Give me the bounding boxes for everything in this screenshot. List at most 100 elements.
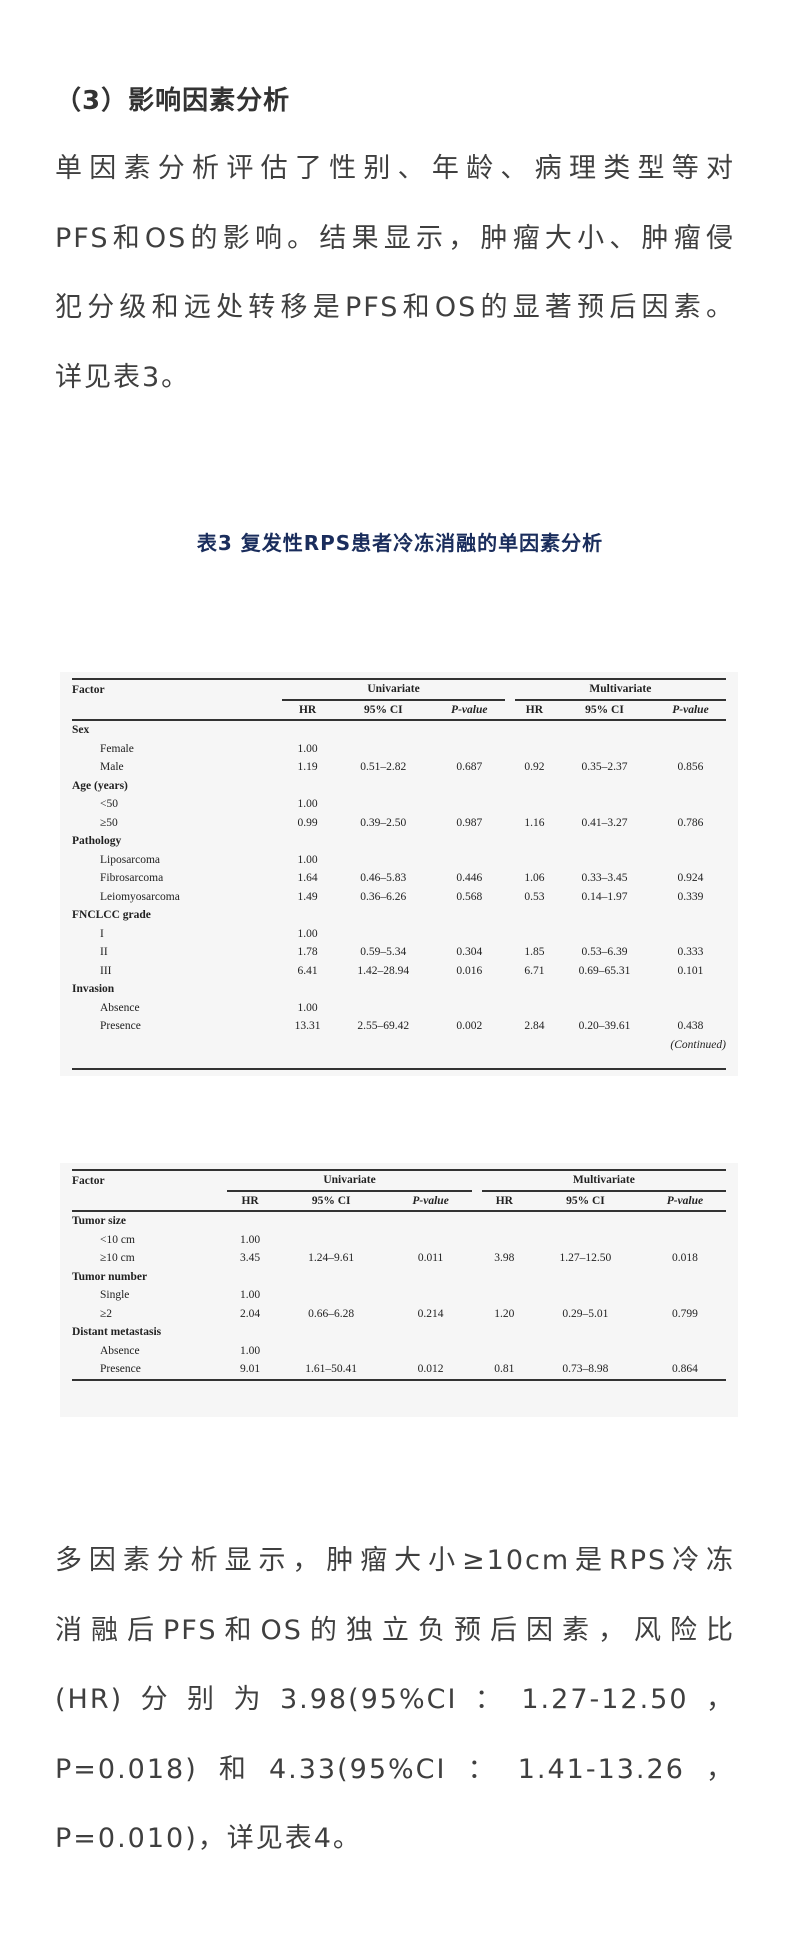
text-line: 多因素分析显示，肿瘤大小≥10cm是RPS冷冻 bbox=[55, 1545, 735, 1576]
u-ci-cell bbox=[333, 795, 434, 814]
u-hr-cell: 6.41 bbox=[297, 964, 318, 977]
m-p-cell: 0.101 bbox=[677, 964, 704, 977]
header-univariate: Univariate bbox=[227, 1170, 472, 1192]
u-hr-cell: 1.00 bbox=[297, 798, 318, 811]
m-ci-cell: 0.35–2.37 bbox=[581, 761, 628, 774]
table-row: Absence 1.00 bbox=[72, 1342, 726, 1361]
u-ci-cell: 0.66–6.28 bbox=[308, 1307, 355, 1320]
u-p-cell: 0.446 bbox=[456, 872, 483, 885]
u-hr-cell: 9.01 bbox=[240, 1363, 261, 1376]
univariate-table-part1: Factor Univariate Multivariate HR 95% CI… bbox=[72, 678, 726, 1070]
m-p-cell: 0.339 bbox=[677, 890, 704, 903]
header-hr: HR bbox=[298, 703, 317, 716]
factor-cell: Presence bbox=[100, 1363, 141, 1376]
m-p-cell bbox=[644, 1342, 726, 1361]
table-row: Fibrosarcoma 1.64 0.46–5.83 0.446 1.06 0… bbox=[72, 869, 726, 888]
table-row: Male 1.19 0.51–2.82 0.687 0.92 0.35–2.37… bbox=[72, 758, 726, 777]
u-p-cell bbox=[390, 1231, 472, 1250]
table-row: Female 1.00 bbox=[72, 740, 726, 759]
u-p-cell bbox=[390, 1342, 472, 1361]
group-label: Tumor number bbox=[72, 1270, 148, 1283]
group-label: Age (years) bbox=[72, 779, 128, 792]
text-line: P=0.018)和4.33(95%CI：1.41-13.26， bbox=[55, 1753, 735, 1785]
u-hr-cell: 1.00 bbox=[297, 742, 318, 755]
table-image-2: Factor Univariate Multivariate HR 95% CI… bbox=[60, 1163, 738, 1417]
u-hr-cell: 1.00 bbox=[297, 1001, 318, 1014]
m-hr-cell: 0.81 bbox=[494, 1363, 515, 1376]
m-ci-cell: 0.53–6.39 bbox=[581, 946, 628, 959]
m-p-cell bbox=[655, 740, 726, 759]
u-hr-cell: 1.19 bbox=[297, 761, 318, 774]
m-p-cell bbox=[655, 999, 726, 1018]
m-ci-cell: 0.20–39.61 bbox=[578, 1020, 631, 1033]
u-ci-cell bbox=[273, 1231, 390, 1250]
u-p-cell bbox=[434, 795, 505, 814]
table-group-row: Distant metastasis bbox=[72, 1323, 726, 1342]
group-label: FNCLCC grade bbox=[72, 909, 151, 922]
table-row: Single 1.00 bbox=[72, 1286, 726, 1305]
m-ci-cell bbox=[527, 1286, 644, 1305]
m-ci-cell: 0.29–5.01 bbox=[562, 1307, 609, 1320]
factor-cell: I bbox=[100, 927, 104, 940]
m-p-cell: 0.856 bbox=[677, 761, 704, 774]
u-hr-cell: 1.00 bbox=[240, 1344, 261, 1357]
factor-cell: ≥2 bbox=[100, 1307, 113, 1320]
group-label: Tumor size bbox=[72, 1215, 126, 1228]
header-hr: HR bbox=[495, 1194, 513, 1207]
u-p-cell bbox=[434, 851, 505, 870]
m-p-cell: 0.786 bbox=[677, 816, 704, 829]
factor-cell: Leiomyosarcoma bbox=[100, 890, 180, 903]
table-row: II 1.78 0.59–5.34 0.304 1.85 0.53–6.39 0… bbox=[72, 943, 726, 962]
header-ci: 95% CI bbox=[566, 1194, 605, 1207]
header-multivariate: Multivariate bbox=[481, 1170, 726, 1192]
continued-note: (Continued) bbox=[670, 1038, 726, 1051]
m-hr-cell: 0.92 bbox=[524, 761, 545, 774]
factor-cell: <50 bbox=[100, 798, 118, 811]
u-p-cell: 0.016 bbox=[456, 964, 483, 977]
table-group-row: FNCLCC grade bbox=[72, 906, 726, 925]
group-label: Sex bbox=[72, 724, 90, 737]
text-line: (HR)分别为3.98(95%CI：1.27-12.50， bbox=[55, 1684, 735, 1715]
header-p: P-value bbox=[451, 703, 488, 716]
table-group-row: Pathology bbox=[72, 832, 726, 851]
table-row: ≥50 0.99 0.39–2.50 0.987 1.16 0.41–3.27 … bbox=[72, 814, 726, 833]
u-ci-cell bbox=[333, 740, 434, 759]
table-group-row: Tumor number bbox=[72, 1268, 726, 1287]
factor-cell: Male bbox=[100, 761, 124, 774]
u-p-cell: 0.568 bbox=[456, 890, 483, 903]
factor-cell: III bbox=[100, 964, 112, 977]
factor-cell: Single bbox=[100, 1289, 130, 1302]
header-ci: 95% CI bbox=[311, 1194, 351, 1207]
u-hr-cell: 2.04 bbox=[240, 1307, 261, 1320]
u-hr-cell: 1.00 bbox=[240, 1289, 261, 1302]
u-ci-cell bbox=[333, 925, 434, 944]
table-group-row: Tumor size bbox=[72, 1211, 726, 1231]
u-hr-cell: 1.00 bbox=[240, 1233, 261, 1246]
m-p-cell: 0.333 bbox=[677, 946, 704, 959]
u-p-cell: 0.687 bbox=[456, 761, 483, 774]
header-ci: 95% CI bbox=[363, 703, 403, 716]
header-p: P-value bbox=[672, 703, 709, 716]
text-line: 犯分级和远处转移是PFS和OS的显著预后因素。 bbox=[55, 292, 735, 323]
factor-cell: Liposarcoma bbox=[100, 853, 161, 866]
table-row: Presence 13.31 2.55–69.42 0.002 2.84 0.2… bbox=[72, 1017, 726, 1036]
u-p-cell bbox=[434, 925, 505, 944]
factor-cell: Presence bbox=[100, 1020, 141, 1033]
u-ci-cell: 1.61–50.41 bbox=[305, 1363, 358, 1376]
u-p-cell: 0.304 bbox=[456, 946, 483, 959]
u-ci-cell: 0.46–5.83 bbox=[360, 872, 407, 885]
m-ci-cell: 0.69–65.31 bbox=[578, 964, 631, 977]
table-group-row: Invasion bbox=[72, 980, 726, 999]
m-p-cell bbox=[655, 795, 726, 814]
factor-cell: Fibrosarcoma bbox=[100, 872, 164, 885]
m-hr-cell: 1.06 bbox=[524, 872, 545, 885]
u-ci-cell: 1.42–28.94 bbox=[357, 964, 410, 977]
factor-cell: Absence bbox=[100, 1001, 140, 1014]
m-p-cell: 0.018 bbox=[671, 1252, 698, 1265]
text-line: PFS和OS的影响。结果显示，肿瘤大小、肿瘤侵 bbox=[55, 222, 735, 254]
m-hr-cell: 1.20 bbox=[494, 1307, 515, 1320]
table-row: ≥10 cm 3.45 1.24–9.61 0.011 3.98 1.27–12… bbox=[72, 1249, 726, 1268]
factor-cell: <10 cm bbox=[100, 1233, 135, 1246]
u-p-cell: 0.214 bbox=[417, 1307, 444, 1320]
m-hr-cell bbox=[515, 925, 554, 944]
